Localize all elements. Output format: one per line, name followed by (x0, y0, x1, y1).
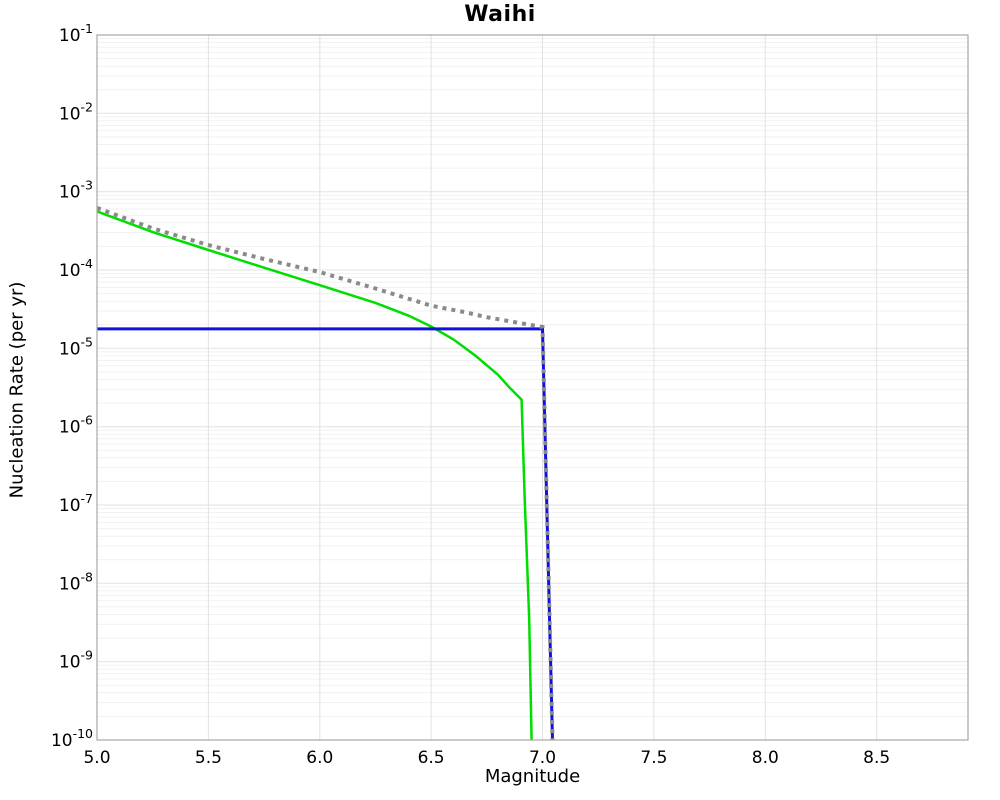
x-tick-label: 6.5 (418, 748, 445, 768)
y-tick-label: 10-4 (59, 256, 93, 281)
y-tick-label: 10-1 (59, 21, 93, 46)
plot-border (96, 34, 969, 741)
x-tick-label: 5.0 (83, 748, 110, 768)
chart-title: Waihi (464, 2, 536, 27)
x-tick-label: 7.0 (529, 748, 556, 768)
blue-line (97, 327, 554, 740)
x-tick-label: 8.0 (752, 748, 779, 768)
y-tick-label: 10-2 (59, 99, 93, 124)
x-tick-label: 6.0 (306, 748, 333, 768)
y-tick-label: 10-7 (59, 491, 93, 516)
y-tick-label: 10-5 (59, 334, 93, 359)
x-axis-label: Magnitude (484, 766, 581, 787)
y-tick-label: 10-8 (59, 569, 93, 594)
x-tick-label: 8.5 (863, 748, 890, 768)
y-tick-label: 10-9 (59, 648, 93, 673)
x-tick-label: 7.5 (640, 748, 667, 768)
gray-dotted-line (97, 206, 555, 740)
y-axis-label: Nucleation Rate (per yr) (6, 281, 28, 499)
green-line (97, 210, 533, 740)
x-tick-label: 5.5 (195, 748, 222, 768)
y-tick-label: 10-6 (59, 413, 93, 438)
plot-background (97, 35, 968, 740)
y-tick-label: 10-3 (59, 178, 93, 203)
